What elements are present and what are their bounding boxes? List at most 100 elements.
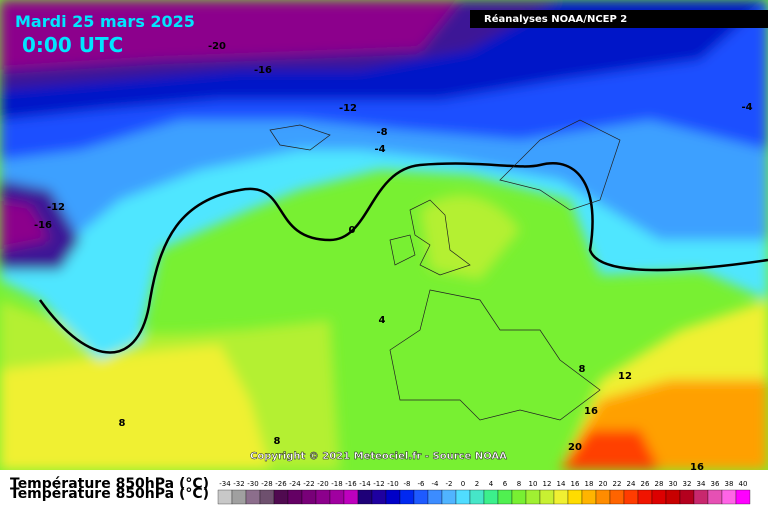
legend-swatch <box>609 489 625 505</box>
legend-tick-label: 2 <box>475 480 479 488</box>
contour-label: 8 <box>579 364 586 375</box>
legend-swatch <box>735 489 751 505</box>
contour-label: 0 <box>349 225 356 236</box>
legend-swatch <box>455 489 471 505</box>
legend-tick-label: -8 <box>404 480 411 488</box>
legend-swatch <box>707 489 723 505</box>
legend-tick-label: -16 <box>345 480 357 488</box>
legend-tick-label: 36 <box>711 480 720 488</box>
legend-tick-label: 18 <box>585 480 594 488</box>
legend-tick-label: -2 <box>446 480 453 488</box>
contour-label: -12 <box>339 103 357 114</box>
legend-tick-label: 22 <box>613 480 622 488</box>
contour-label: -16 <box>254 65 272 76</box>
legend-tick-label: -20 <box>317 480 328 488</box>
contour-label: 12 <box>618 371 632 382</box>
source-text: Réanalyses NOAA/NCEP 2 <box>484 13 627 25</box>
legend-swatch <box>665 489 681 505</box>
contour-label: 8 <box>119 418 126 429</box>
legend-swatch <box>623 489 639 505</box>
legend-tick-label: -14 <box>359 480 371 488</box>
legend-tick-label: -26 <box>275 480 287 488</box>
contour-label: -8 <box>376 127 387 138</box>
legend-tick-label: -34 <box>219 480 231 488</box>
legend-tick-label: 26 <box>641 480 650 488</box>
contour-label: 16 <box>690 462 704 473</box>
contour-label: -4 <box>741 102 752 113</box>
copyright: Copyright © 2021 Meteociel.fr - Source N… <box>250 451 507 462</box>
temperature-field <box>0 0 768 470</box>
legend-swatch <box>525 489 541 505</box>
zero-isotherm <box>38 162 768 354</box>
legend-swatch <box>679 489 695 505</box>
legend-swatch <box>637 489 653 505</box>
legend-tick-label: -6 <box>418 480 426 488</box>
legend-tick-label: -10 <box>387 480 398 488</box>
legend-tick-label: -18 <box>331 480 342 488</box>
contour-label: -12 <box>47 202 65 213</box>
legend-swatch <box>469 489 485 505</box>
legend-title: Température 850hPa (°C) <box>10 476 209 492</box>
legend-swatch <box>385 489 401 505</box>
contour-label: -16 <box>34 220 52 231</box>
legend-swatch <box>315 489 331 505</box>
legend-tick-label: 30 <box>669 480 678 488</box>
legend-swatch <box>539 489 555 505</box>
legend-swatch <box>721 489 737 505</box>
legend-tick-label: 12 <box>543 480 552 488</box>
legend-swatch <box>343 489 359 505</box>
legend-swatch <box>301 489 317 505</box>
date-text: Mardi 25 mars 2025 <box>15 12 195 31</box>
legend-swatch <box>329 489 345 505</box>
legend-swatch <box>245 489 261 505</box>
legend-tick-label: 38 <box>725 480 734 488</box>
legend-swatch <box>553 489 569 505</box>
legend-tick-label: -22 <box>303 480 314 488</box>
legend-tick-label: -28 <box>261 480 272 488</box>
legend-swatch <box>217 489 233 505</box>
legend-tick-label: 14 <box>557 480 566 488</box>
legend-swatch <box>259 489 275 505</box>
legend-tick-label: 0 <box>461 480 465 488</box>
coastlines <box>269 119 621 421</box>
legend-tick-label: 4 <box>489 480 494 488</box>
legend-swatch <box>287 489 303 505</box>
legend-swatch <box>399 489 415 505</box>
source-banner <box>470 10 768 28</box>
legend-tick-label: 10 <box>529 480 538 488</box>
legend-tick-label: 28 <box>655 480 664 488</box>
legend-swatch <box>497 489 513 505</box>
legend-swatch <box>595 489 611 505</box>
contour-label: 16 <box>584 406 598 417</box>
legend-swatch <box>413 489 429 505</box>
legend-tick-label: -32 <box>233 480 244 488</box>
legend-title-shadow: Température 850hPa (°C) <box>10 486 209 502</box>
legend-swatch <box>567 489 583 505</box>
legend-swatch <box>357 489 373 505</box>
legend-swatch <box>371 489 387 505</box>
legend-tick-label: -24 <box>289 480 301 488</box>
legend-swatch <box>511 489 527 505</box>
legend-swatch <box>441 489 457 505</box>
legend-tick-label: 16 <box>571 480 580 488</box>
legend-tick-label: 8 <box>517 480 521 488</box>
legend-swatch <box>483 489 499 505</box>
legend-swatch <box>693 489 709 505</box>
legend-tick-label: 32 <box>683 480 692 488</box>
legend-swatch <box>581 489 597 505</box>
legend-tick-label: 40 <box>739 480 748 488</box>
contour-label: -4 <box>374 144 385 155</box>
legend-tick-label: -4 <box>432 480 440 488</box>
legend-swatch <box>427 489 443 505</box>
legend-swatch <box>273 489 289 505</box>
contour-label: 4 <box>379 315 386 326</box>
legend-swatch <box>651 489 667 505</box>
legend-tick-label: 34 <box>697 480 706 488</box>
time-text: 0:00 UTC <box>22 33 123 57</box>
legend-swatch <box>231 489 247 505</box>
legend-tick-label: -30 <box>247 480 258 488</box>
legend-tick-label: -12 <box>373 480 384 488</box>
legend-tick-label: 20 <box>599 480 608 488</box>
